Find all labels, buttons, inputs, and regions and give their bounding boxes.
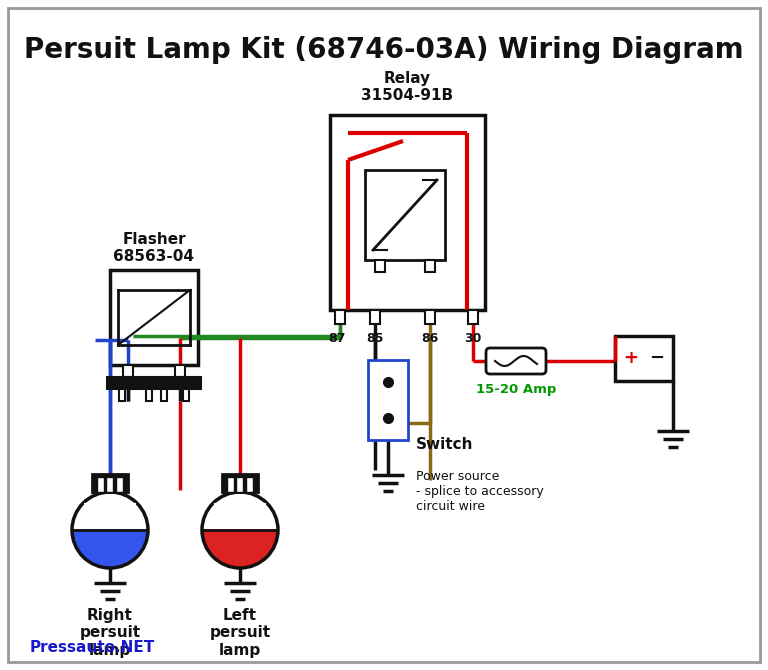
- FancyBboxPatch shape: [486, 348, 546, 374]
- Bar: [236, 477, 243, 492]
- Text: 15-20 Amp: 15-20 Amp: [476, 383, 556, 396]
- Bar: [246, 477, 253, 492]
- Text: 85: 85: [366, 332, 384, 345]
- Bar: [222, 474, 258, 492]
- Bar: [468, 310, 478, 324]
- Bar: [335, 310, 345, 324]
- Bar: [425, 310, 435, 324]
- Bar: [175, 365, 185, 377]
- Bar: [92, 474, 128, 492]
- Text: Right
persuit
lamp: Right persuit lamp: [79, 608, 141, 658]
- Bar: [110, 270, 198, 365]
- Bar: [615, 336, 673, 381]
- Bar: [146, 389, 152, 401]
- Text: Relay
31504-91B: Relay 31504-91B: [361, 71, 453, 103]
- Text: Pressauto.NET: Pressauto.NET: [30, 641, 155, 655]
- Text: Switch: Switch: [416, 437, 474, 452]
- Text: Power source
- splice to accessory
circuit wire: Power source - splice to accessory circu…: [416, 470, 544, 513]
- Text: 30: 30: [465, 332, 482, 345]
- Bar: [368, 360, 408, 440]
- Bar: [183, 389, 189, 401]
- Text: Flasher
68563-04: Flasher 68563-04: [114, 232, 194, 264]
- Bar: [370, 310, 380, 324]
- Bar: [116, 477, 123, 492]
- Text: 87: 87: [328, 332, 346, 345]
- Bar: [161, 389, 167, 401]
- Bar: [365, 170, 445, 260]
- Bar: [425, 260, 435, 272]
- Bar: [106, 477, 113, 492]
- Polygon shape: [202, 530, 278, 568]
- Text: −: −: [650, 349, 664, 367]
- Polygon shape: [202, 492, 278, 530]
- Bar: [123, 365, 133, 377]
- Text: Left
persuit
lamp: Left persuit lamp: [210, 608, 270, 658]
- Text: 86: 86: [422, 332, 439, 345]
- Bar: [330, 115, 485, 310]
- Polygon shape: [72, 492, 148, 530]
- Polygon shape: [72, 530, 148, 568]
- Bar: [375, 260, 385, 272]
- Text: Persuit Lamp Kit (68746-03A) Wiring Diagram: Persuit Lamp Kit (68746-03A) Wiring Diag…: [24, 36, 744, 64]
- Bar: [227, 477, 234, 492]
- Bar: [119, 389, 125, 401]
- Bar: [97, 477, 104, 492]
- Bar: [107, 377, 201, 389]
- Text: +: +: [624, 349, 638, 367]
